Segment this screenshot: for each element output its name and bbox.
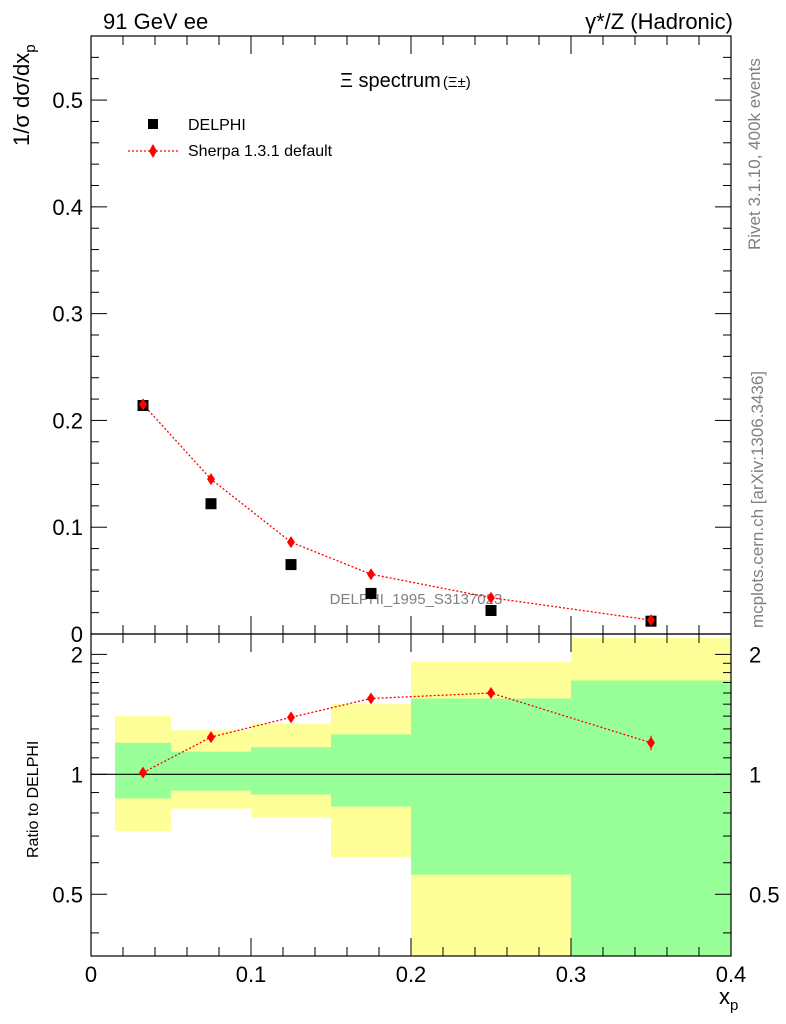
bottom-ytick-label-right-0: 0.5 [749, 882, 780, 907]
ratio-point-4 [487, 686, 495, 699]
ratio-point-2 [287, 711, 295, 724]
sherpa-point-1 [207, 473, 215, 486]
bottom-x-axis-title: xp [719, 984, 738, 1014]
mcplots-note: mcplots.cern.ch [arXiv:1306.3436] [748, 371, 767, 628]
green-band-5 [571, 680, 731, 956]
legend: DELPHI Sherpa 1.3.1 default [128, 117, 333, 160]
plot-title: Ξ spectrum (Ξ±) [340, 70, 471, 92]
bottom-x-axis-title-main: x [719, 984, 730, 1009]
sherpa-point-3 [367, 568, 375, 581]
ratio-point-5 [647, 736, 655, 749]
top-ytick-label-0: 0 [71, 622, 83, 647]
bottom-xtick-label-4: 0.4 [716, 962, 747, 987]
bottom-y-axis-title: Ratio to DELPHI [25, 741, 42, 858]
legend-sherpa-marker [149, 144, 157, 158]
bottom-x-axis-title-sub: p [730, 997, 738, 1014]
legend-delphi-marker [148, 119, 158, 129]
delphi-point-1 [205, 498, 217, 510]
top-frame [90, 35, 732, 635]
bottom-xtick-label-1: 0.1 [236, 962, 267, 987]
top-ytick-label-5: 0.5 [52, 88, 83, 113]
ratio-point-1 [207, 731, 215, 744]
green-band-2 [251, 747, 331, 795]
delphi-point-3 [365, 587, 377, 599]
top-panel: 0 0.1 0.2 0.3 0.4 0.5 [52, 35, 732, 647]
green-band-4 [411, 698, 571, 875]
green-band-1 [171, 751, 251, 791]
sherpa-line [142, 403, 652, 621]
bottom-xtick-label-0: 0 [85, 962, 97, 987]
top-ytick-label-4: 0.4 [52, 195, 83, 220]
header-right-label: γ*/Z (Hadronic) [585, 9, 733, 34]
delphi-point-4 [485, 605, 497, 617]
sherpa-point-0 [139, 398, 147, 411]
top-y-axis-title: 1/σ dσ/dxp [9, 44, 39, 146]
ratio-line [142, 692, 652, 774]
bottom-xtick-label-3: 0.3 [556, 962, 587, 987]
top-ytick-label-3: 0.3 [52, 302, 83, 327]
plot-title-main: Ξ spectrum [340, 70, 441, 92]
rivet-note: Rivet 3.1.10, 400k events [745, 58, 764, 250]
sherpa-point-2 [287, 536, 295, 549]
bottom-xtick-label-2: 0.2 [396, 962, 427, 987]
green-band-3 [331, 734, 411, 807]
bottom-ytick-label-right-2: 2 [749, 642, 761, 667]
bottom-panel: 0 0.1 0.2 0.3 0.4 0.5 0.5 1 1 2 2 [52, 633, 780, 987]
top-y-axis-title-main: 1/σ dσ/dx [9, 53, 34, 146]
sherpa-point-4 [487, 591, 495, 604]
legend-delphi-label: DELPHI [188, 117, 246, 134]
top-ytick-label-1: 0.1 [52, 515, 83, 540]
delphi-point-2 [285, 559, 297, 571]
bottom-ytick-label-left-2: 2 [71, 642, 83, 667]
plot-title-suffix: (Ξ±) [443, 74, 471, 91]
bottom-ytick-label-left-0: 0.5 [52, 882, 83, 907]
sherpa-point-5 [647, 614, 655, 627]
top-y-axis-title-sub: p [22, 44, 39, 52]
bottom-ytick-label-left-1: 1 [71, 762, 83, 787]
ratio-point-3 [367, 692, 375, 705]
analysis-watermark: DELPHI_1995_S3137023 [330, 591, 503, 608]
bottom-ytick-label-right-1: 1 [749, 762, 761, 787]
ratio-point-0 [139, 766, 147, 779]
legend-sherpa-label: Sherpa 1.3.1 default [188, 143, 333, 160]
header-left-label: 91 GeV ee [103, 9, 208, 34]
top-ytick-label-2: 0.2 [52, 408, 83, 433]
